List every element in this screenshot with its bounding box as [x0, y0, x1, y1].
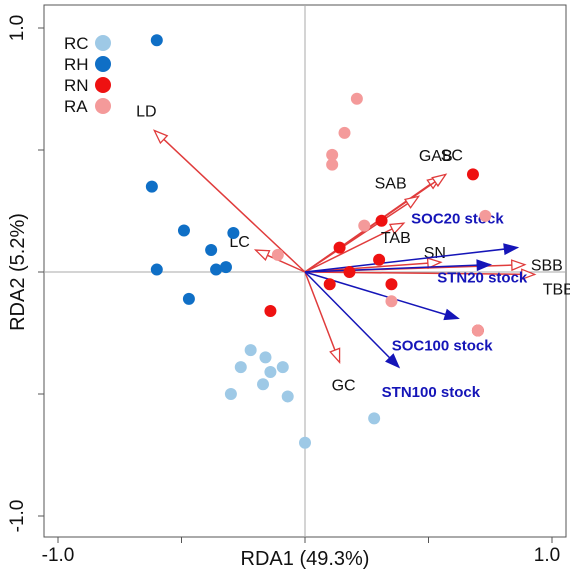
point-rh [150, 263, 163, 276]
point-ra [338, 126, 351, 139]
point-rc [257, 378, 270, 391]
legend-label-ra: RA [64, 97, 88, 116]
axis-ticks: -1.0 1.0 1.0 -1.0 [7, 15, 560, 566]
vector-label-sc: SC [441, 147, 463, 164]
point-rn [375, 214, 388, 227]
point-ra [385, 295, 398, 308]
point-rn [264, 305, 277, 318]
point-rn [373, 253, 386, 266]
point-rc [281, 390, 294, 403]
point-ra [326, 148, 339, 161]
vector-label-gab: GAB [419, 148, 453, 165]
vector-arrowhead-sc [431, 173, 448, 188]
legend-marker-rn [95, 77, 111, 93]
legend-label-rh: RH [64, 55, 89, 74]
vector-arrowhead-gc [329, 347, 341, 364]
y-tick-label: 1.0 [7, 15, 28, 41]
vector-ld [153, 129, 306, 273]
point-rc [299, 436, 311, 449]
vector-label-tab: TAB [381, 230, 411, 247]
vector-label-sbb: SBB [531, 258, 563, 275]
vector-stn100-stock [304, 271, 400, 368]
legend-marker-ra [95, 98, 111, 114]
legend: RC RH RN RA [64, 34, 111, 116]
y-axis-label: RDA2 (5.2%) [7, 213, 29, 331]
vector-label-sn: SN [424, 245, 446, 262]
vector-arrowhead-stn20-stock [476, 259, 493, 272]
point-rn [466, 168, 479, 181]
vector-label-gc: GC [332, 377, 356, 394]
vector-arrowhead-lc [253, 249, 271, 262]
x-axis-label: RDA1 (49.3%) [241, 548, 370, 570]
point-rh [145, 180, 158, 193]
vector-sab [304, 195, 420, 273]
point-rc [234, 361, 247, 374]
vector-arrowhead-sbb [510, 259, 527, 272]
vector-label-tbb: TBB [543, 281, 570, 298]
vector-tbb [304, 271, 535, 276]
vector-arrowhead-stn100-stock [385, 353, 401, 369]
vector-tab [304, 222, 405, 273]
vector-arrowhead-sab [403, 195, 421, 209]
point-rc [259, 351, 272, 364]
point-rn [343, 266, 356, 278]
vector-label-soc100-stock: SOC100 stock [392, 337, 494, 354]
point-ra [358, 219, 371, 232]
point-rh [227, 226, 240, 239]
point-rc [224, 388, 237, 400]
vector-gc [304, 271, 341, 363]
point-rh [177, 224, 190, 237]
point-rh [219, 261, 232, 274]
vector-arrowhead-soc100-stock [443, 308, 460, 321]
legend-marker-rh [95, 56, 111, 72]
point-rh [210, 263, 223, 276]
vector-arrowhead-tbb [520, 268, 537, 281]
point-rc [276, 361, 289, 374]
x-tick-label: -1.0 [42, 545, 75, 566]
point-ra [479, 209, 492, 222]
legend-label-rc: RC [64, 34, 89, 53]
vector-soc20-stock [304, 246, 518, 273]
legend-label-rn: RN [64, 76, 89, 95]
point-rc [368, 412, 381, 425]
vector-label-ld: LD [136, 103, 156, 120]
point-ra [350, 92, 363, 105]
y-tick-label: -1.0 [7, 500, 28, 533]
point-layer [145, 34, 492, 449]
vector-label-stn20-stock: STN20 stock [437, 270, 528, 287]
point-rn [385, 278, 398, 291]
x-tick-label: 1.0 [534, 545, 560, 566]
point-rh [205, 244, 218, 257]
vector-arrowhead-ld [153, 129, 169, 145]
vector-label-stn100-stock: STN100 stock [382, 384, 481, 401]
vector-arrowhead-tab [388, 222, 406, 235]
vector-arrowhead-sn [426, 257, 443, 270]
point-rc [264, 366, 277, 379]
point-ra [471, 324, 484, 337]
legend-marker-rc [95, 35, 111, 51]
vector-stn20-stock [304, 263, 491, 273]
point-rh [150, 34, 163, 47]
point-rc [244, 344, 257, 357]
point-ra [271, 248, 284, 261]
point-ra [326, 158, 339, 171]
vector-arrowhead-soc20-stock [503, 243, 520, 256]
point-rh [182, 292, 195, 305]
point-rn [323, 278, 336, 291]
point-rn [333, 241, 346, 254]
vector-label-sab: SAB [375, 175, 407, 192]
